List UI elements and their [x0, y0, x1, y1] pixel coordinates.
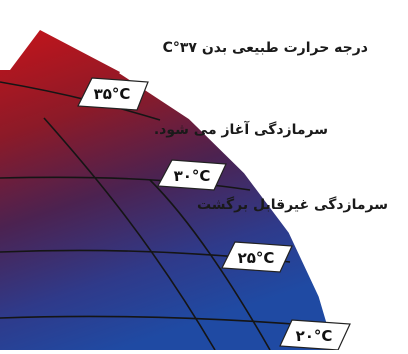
colored-region	[0, 30, 336, 350]
temp-marker-25-label: ۲۵°C	[238, 249, 275, 267]
normal-body-temp-label: درجه حرارت طبیعی بدن ۳۷°C	[162, 40, 368, 56]
temp-marker-20-label: ۲۰°C	[296, 327, 333, 345]
irreversible-hypothermia-label: سرمازدگی غیرقابل برگشت	[196, 197, 388, 213]
temp-marker-35: ۳۵°C	[77, 77, 149, 111]
meridian-lines	[43, 117, 271, 351]
band-divider-line	[0, 315, 321, 327]
outer-curve-edge	[119, 70, 338, 351]
temp-marker-20: ۲۰°C	[279, 319, 351, 351]
meridian-line	[149, 179, 271, 351]
hypothermia-begins-label: سرمازدگی آغاز می شود.	[153, 122, 328, 138]
temp-marker-30: ۳۰°C	[157, 159, 227, 191]
meridian-line	[43, 117, 216, 351]
temp-marker-30-label: ۳۰°C	[174, 167, 211, 185]
temp-marker-35-label: ۳۵°C	[94, 85, 131, 103]
band-divider-line	[0, 176, 251, 191]
temp-marker-25: ۲۵°C	[221, 241, 293, 273]
